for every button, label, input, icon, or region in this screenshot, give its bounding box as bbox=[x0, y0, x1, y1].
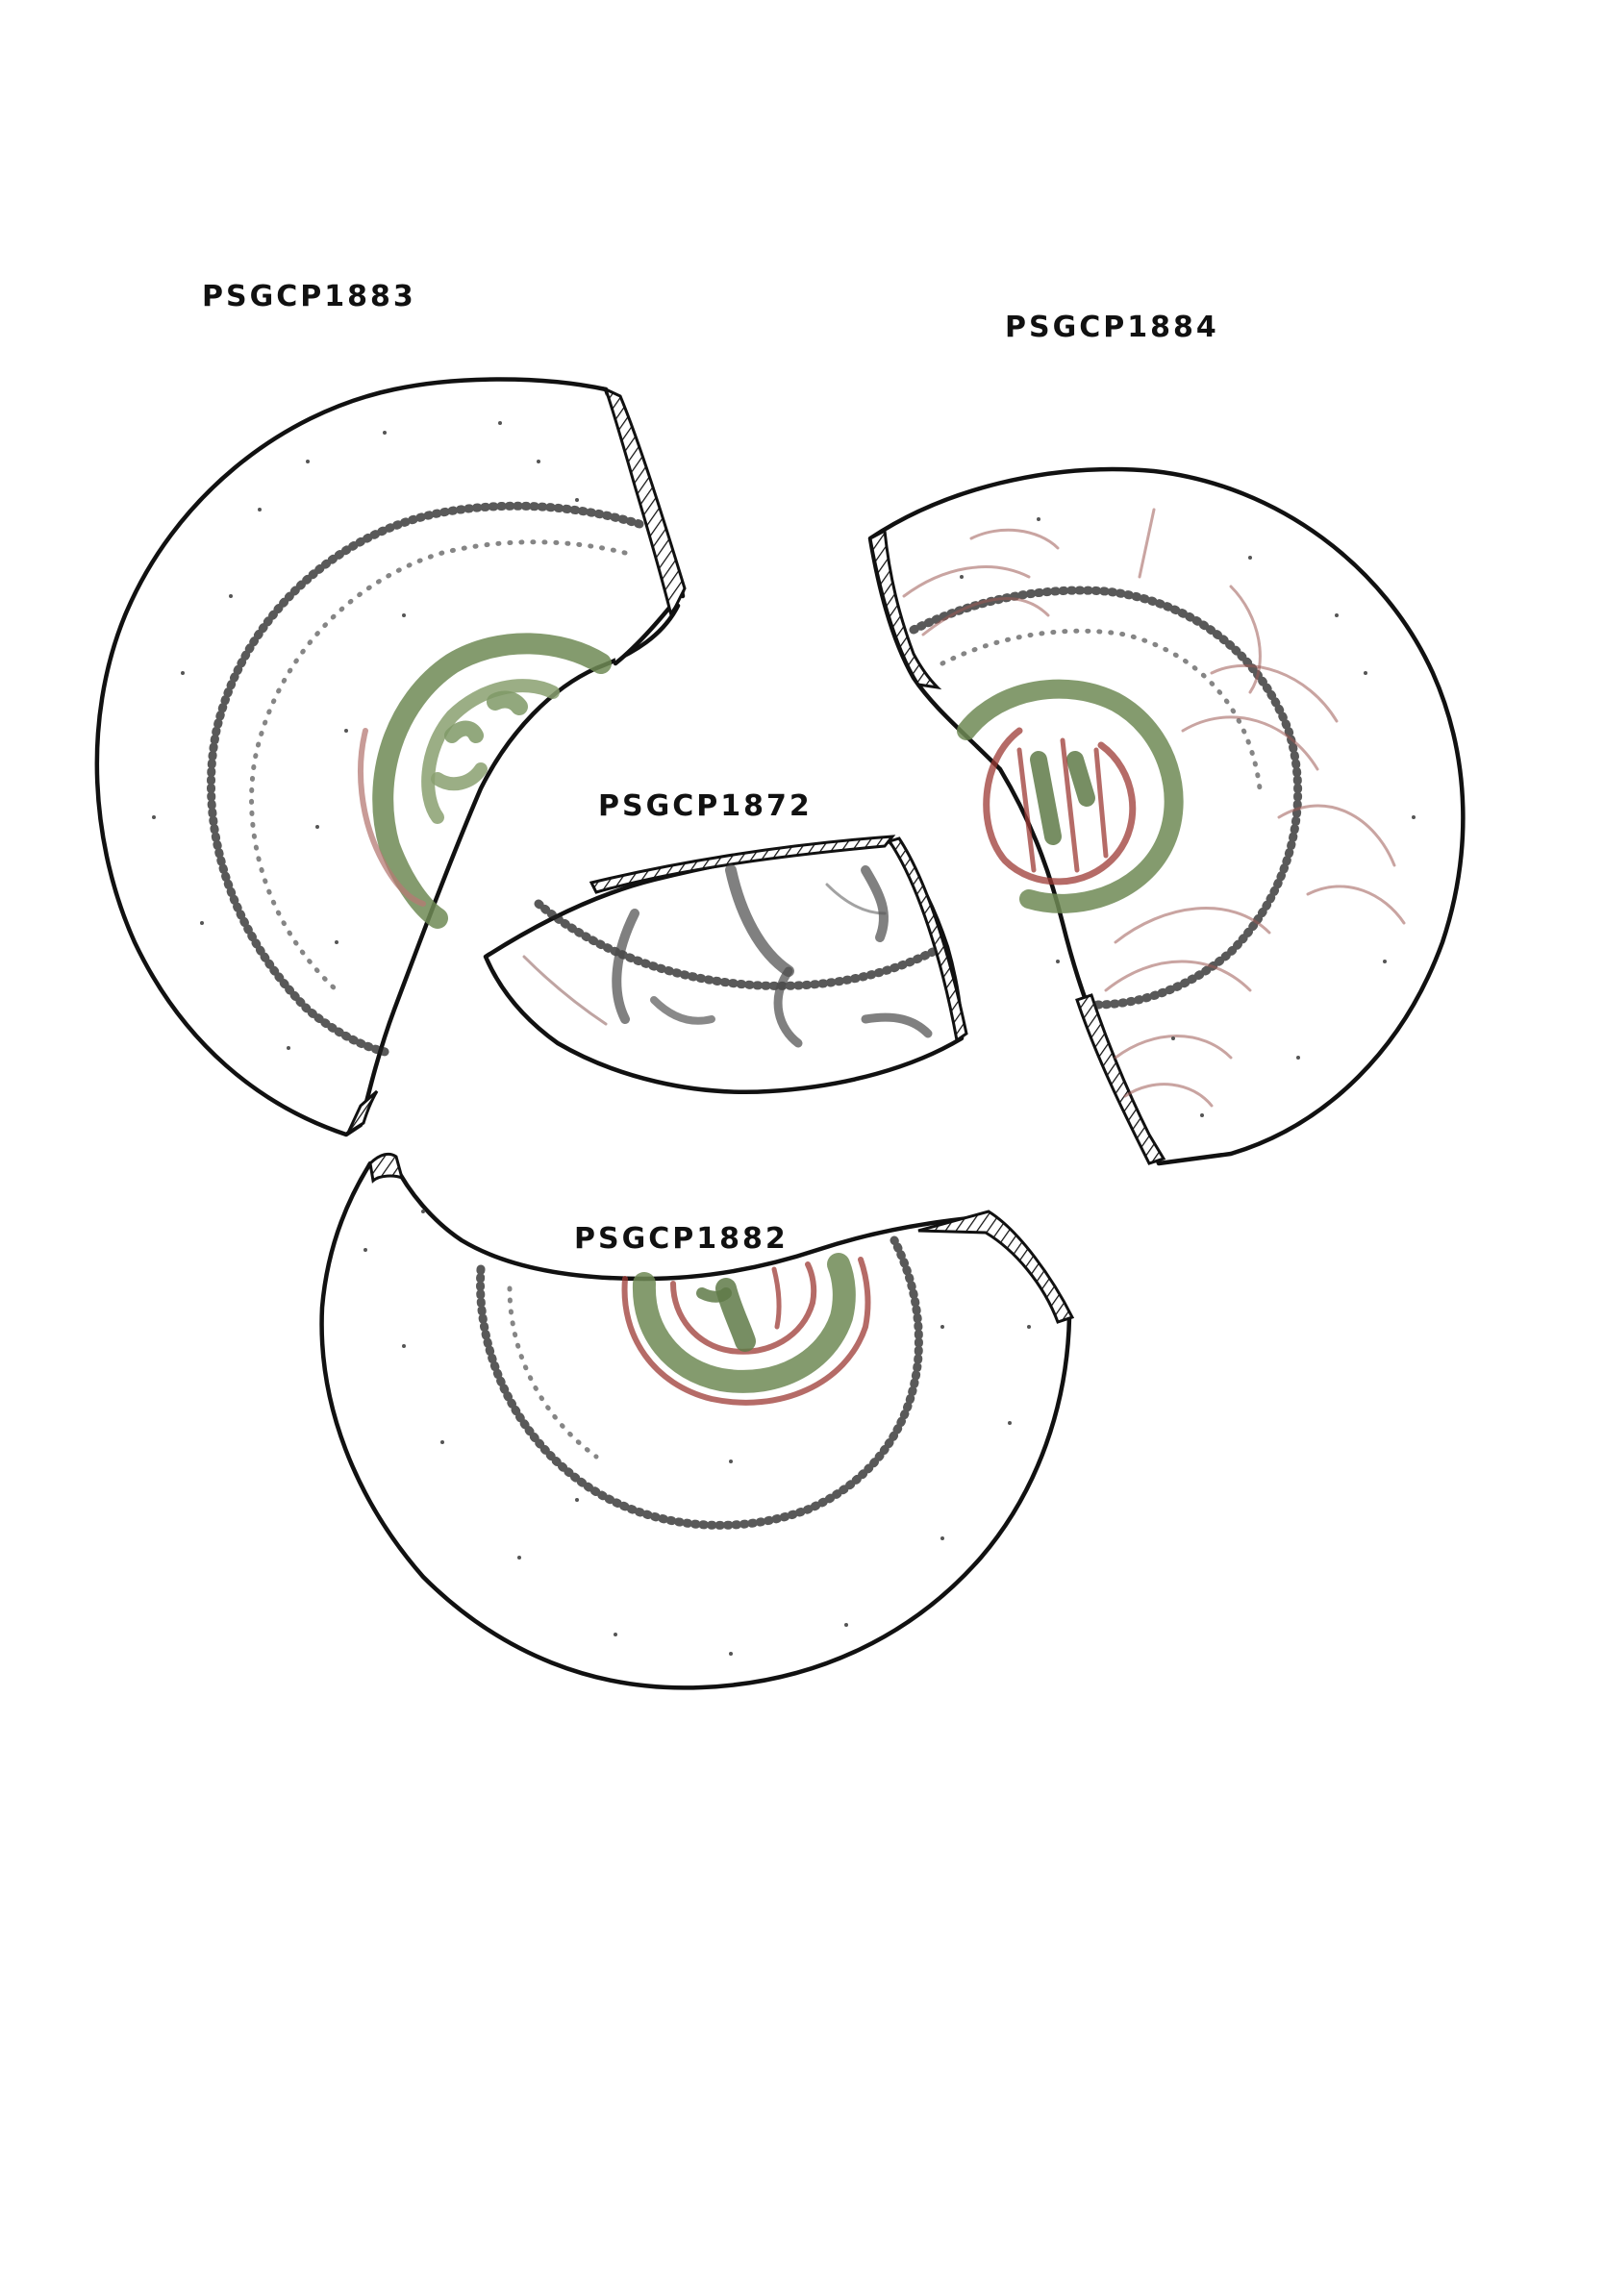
sherd-psgcp1883-dots bbox=[152, 421, 579, 1050]
sherd-psgcp1882-label: PSGCP1882 bbox=[574, 1222, 789, 1256]
sherd-psgcp1884-stipple-ring bbox=[909, 586, 1303, 1010]
sherd-psgcp1872-section-top bbox=[589, 835, 896, 894]
sherd-psgcp1872-dark-paint bbox=[522, 864, 933, 1048]
sherd-psgcp1882: PSGCP1882 bbox=[319, 1152, 1075, 1690]
sherd-psgcp1882-outline bbox=[319, 1160, 1072, 1690]
sherd-psgcp1882-red-ring-outer bbox=[621, 1257, 871, 1406]
sherd-psgcp1884: PSGCP1884 bbox=[867, 311, 1466, 1166]
sherd-psgcp1872: PSGCP1872 bbox=[483, 789, 968, 1094]
sherd-psgcp1884-section-bottom bbox=[1075, 993, 1166, 1165]
sherd-psgcp1884-label: PSGCP1884 bbox=[1005, 311, 1219, 344]
sherd-psgcp1872-stipple-ring bbox=[534, 899, 938, 990]
sherd-psgcp1883: PSGCP1883 bbox=[94, 280, 687, 1137]
sherd-psgcp1882-section-left bbox=[368, 1152, 405, 1184]
sherd-psgcp1882-stipple-ring bbox=[476, 1235, 923, 1530]
sherd-psgcp1872-section-right bbox=[887, 836, 968, 1043]
sherd-psgcp1883-section bbox=[603, 387, 687, 620]
sherd-psgcp1883-green-ring bbox=[372, 633, 612, 929]
sherd-psgcp1884-scratches bbox=[902, 508, 1406, 1108]
sherd-psgcp1882-green-ring bbox=[632, 1253, 856, 1393]
sherd-psgcp1883-label: PSGCP1883 bbox=[202, 280, 416, 313]
sherd-psgcp1883-stipple-ring bbox=[207, 501, 644, 1058]
sherd-psgcp1884-green-ring bbox=[957, 679, 1184, 913]
sherd-psgcp1884-section-left bbox=[868, 528, 942, 690]
sherd-psgcp1882-section-right bbox=[917, 1210, 1075, 1324]
sherd-psgcp1883-section-bottom bbox=[344, 1089, 379, 1136]
sherd-psgcp1872-label: PSGCP1872 bbox=[598, 789, 813, 823]
